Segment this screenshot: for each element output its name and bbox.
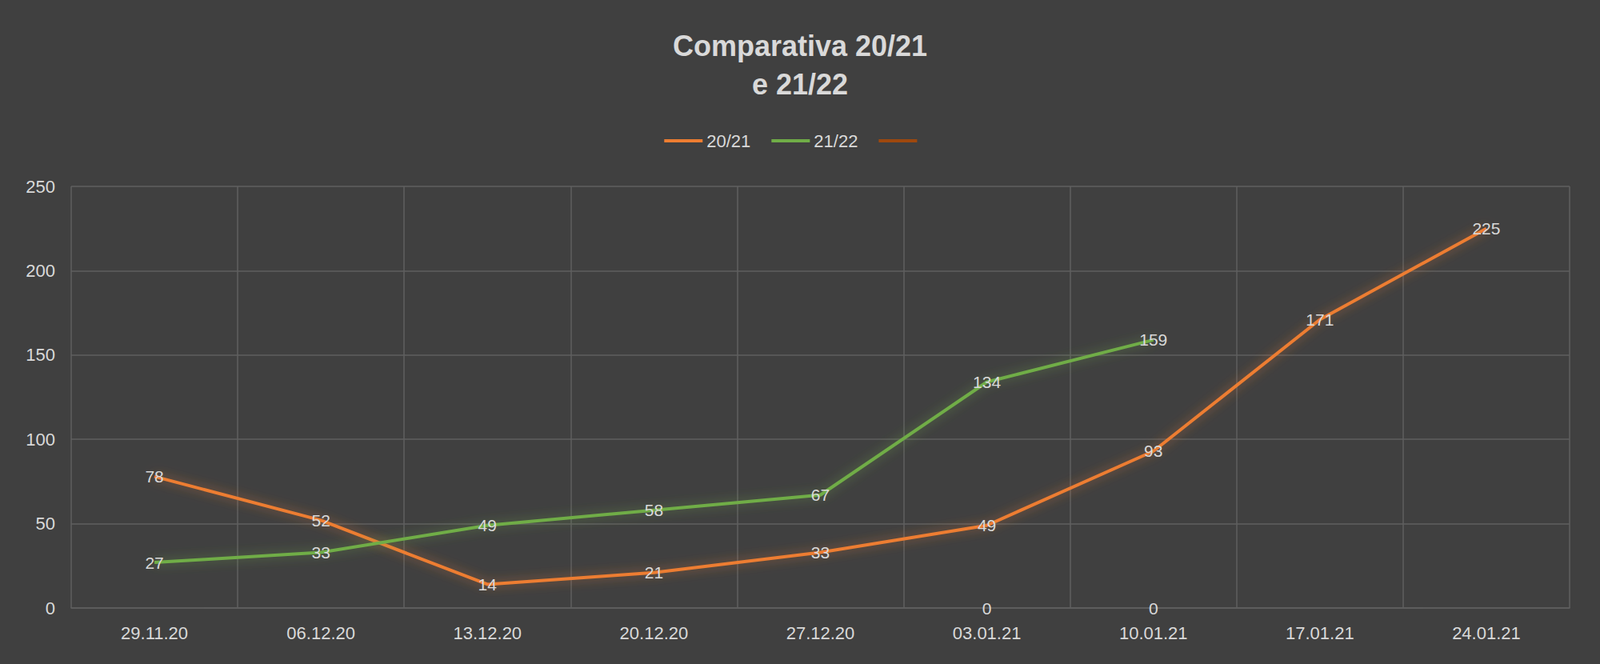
svg-text:e 21/22: e 21/22: [752, 68, 848, 101]
svg-text:06.12.20: 06.12.20: [286, 623, 356, 644]
svg-text:33: 33: [311, 543, 330, 562]
svg-text:27.12.20: 27.12.20: [786, 623, 856, 644]
svg-text:29.11.20: 29.11.20: [120, 623, 188, 644]
svg-text:21: 21: [644, 563, 664, 582]
svg-text:14: 14: [478, 575, 498, 594]
svg-text:250: 250: [25, 176, 56, 197]
svg-text:150: 150: [25, 344, 56, 365]
svg-text:200: 200: [25, 260, 56, 281]
svg-text:Comparativa 20/21: Comparativa 20/21: [672, 29, 928, 63]
svg-text:100: 100: [25, 429, 56, 450]
svg-text:17.01.21: 17.01.21: [1285, 623, 1355, 644]
svg-text:225: 225: [1472, 219, 1500, 238]
svg-text:27: 27: [144, 553, 164, 572]
svg-text:50: 50: [36, 513, 56, 534]
svg-text:58: 58: [644, 500, 664, 520]
svg-text:171: 171: [1305, 310, 1334, 329]
svg-text:03.01.21: 03.01.21: [952, 623, 1022, 644]
svg-text:49: 49: [977, 516, 996, 535]
svg-text:20.12.20: 20.12.20: [620, 623, 689, 644]
svg-text:21/22: 21/22: [813, 131, 858, 152]
svg-text:159: 159: [1139, 330, 1168, 349]
svg-text:67: 67: [811, 485, 830, 504]
svg-text:0: 0: [1148, 599, 1159, 618]
svg-text:134: 134: [972, 372, 1001, 392]
svg-text:13.12.20: 13.12.20: [452, 623, 522, 644]
svg-text:78: 78: [144, 467, 164, 486]
svg-text:93: 93: [1144, 441, 1163, 460]
svg-text:0: 0: [982, 599, 992, 618]
svg-text:52: 52: [311, 511, 330, 530]
svg-text:10.01.21: 10.01.21: [1119, 623, 1188, 644]
svg-text:20/21: 20/21: [706, 131, 751, 152]
svg-text:24.01.21: 24.01.21: [1452, 623, 1521, 644]
svg-text:33: 33: [811, 543, 830, 562]
svg-text:49: 49: [478, 516, 497, 535]
svg-text:0: 0: [45, 598, 56, 619]
